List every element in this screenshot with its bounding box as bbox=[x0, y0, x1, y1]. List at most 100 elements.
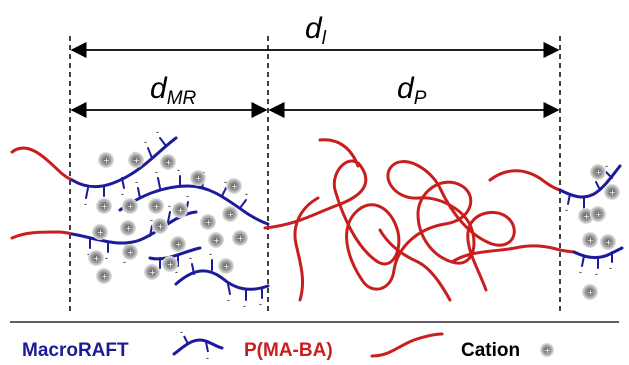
cation-plus-icon: + bbox=[93, 254, 100, 263]
cation-marker bbox=[170, 236, 186, 252]
cation-marker bbox=[582, 232, 598, 248]
legend-cation-symbol: + bbox=[540, 343, 554, 357]
cation-marker bbox=[190, 170, 206, 186]
svg-text:-: - bbox=[186, 191, 189, 201]
svg-text:-: - bbox=[150, 215, 153, 225]
svg-text:-: - bbox=[595, 269, 598, 279]
legend-cation-label: Cation bbox=[461, 340, 520, 361]
pmaba-strand-b bbox=[378, 228, 452, 302]
cation-plus-icon: + bbox=[103, 156, 110, 165]
dmr-label: dMR bbox=[150, 72, 197, 109]
dl-label: dl bbox=[305, 12, 327, 49]
cation-marker bbox=[160, 154, 176, 170]
macroraft-chain-right-bottom bbox=[572, 246, 624, 260]
cation-plus-icon: + bbox=[595, 168, 602, 177]
anion-marks: --- --- --- --- --- --- --- --- - --- --… bbox=[84, 127, 612, 311]
svg-text:-: - bbox=[168, 201, 171, 211]
cation-plus-icon: + bbox=[231, 182, 238, 191]
svg-text:-: - bbox=[177, 165, 180, 175]
cation-marker bbox=[144, 264, 160, 280]
cation-plus-icon: + bbox=[587, 236, 594, 245]
svg-text:-: - bbox=[259, 299, 262, 309]
cation-plus-icon: + bbox=[609, 188, 616, 197]
svg-text:-: - bbox=[123, 257, 126, 267]
cation-marker bbox=[232, 230, 248, 246]
cation-marker bbox=[208, 232, 224, 248]
cation-marker bbox=[96, 268, 112, 284]
cation-marker bbox=[226, 178, 242, 194]
cation-marker bbox=[590, 164, 606, 180]
svg-text:-: - bbox=[227, 295, 230, 305]
cation-marker bbox=[600, 234, 616, 250]
svg-text:-: - bbox=[144, 137, 147, 147]
macroraft-chain-1 bbox=[70, 136, 178, 189]
cation-plus-icon: + bbox=[97, 228, 104, 237]
cation-plus-icon: + bbox=[223, 262, 230, 271]
svg-text:-: - bbox=[565, 205, 568, 215]
cations: + + +++ + + +++++++++++++++ ++++ ++ ++ bbox=[88, 152, 620, 300]
svg-text:-: - bbox=[209, 249, 212, 259]
cation-plus-icon: + bbox=[165, 158, 172, 167]
cation-marker bbox=[200, 214, 216, 230]
svg-text:-: - bbox=[206, 353, 209, 363]
cation-plus-icon: + bbox=[127, 202, 134, 211]
cation-marker bbox=[122, 198, 138, 214]
legend-macroraft-label: MacroRAFT bbox=[22, 340, 129, 361]
cation-plus-icon: + bbox=[195, 174, 202, 183]
cation-plus-icon: + bbox=[205, 218, 212, 227]
cation-marker bbox=[120, 220, 136, 236]
legend-macroraft-symbol: - - bbox=[172, 327, 224, 363]
cation-plus-icon: + bbox=[583, 212, 590, 221]
svg-text:-: - bbox=[180, 327, 183, 337]
cation-plus-icon: + bbox=[587, 288, 594, 297]
legend-pmaba-label: P(MA-BA) bbox=[244, 340, 333, 361]
dp-label: dP bbox=[397, 72, 427, 109]
cation-marker bbox=[148, 198, 164, 214]
cation-marker bbox=[582, 284, 598, 300]
svg-text:-: - bbox=[189, 253, 192, 263]
cation-plus-icon: + bbox=[167, 260, 174, 269]
svg-text:-: - bbox=[135, 177, 138, 187]
macroraft-chain-2 bbox=[118, 184, 270, 226]
cation-plus-icon: + bbox=[237, 234, 244, 243]
pmaba-chains bbox=[10, 138, 576, 302]
macroraft-chain-5 bbox=[174, 269, 270, 291]
svg-text:-: - bbox=[133, 147, 136, 157]
cation-plus-icon: + bbox=[133, 156, 140, 165]
legend-pmaba-symbol bbox=[370, 332, 444, 358]
svg-text:-: - bbox=[156, 127, 159, 137]
cation-marker bbox=[604, 184, 620, 200]
cation-plus-icon: + bbox=[605, 238, 612, 247]
cation-plus-icon: + bbox=[101, 272, 108, 281]
cation-marker bbox=[578, 208, 594, 224]
cation-plus-icon: + bbox=[177, 206, 184, 215]
svg-text:-: - bbox=[609, 263, 612, 273]
svg-text:-: - bbox=[605, 161, 608, 171]
cation-plus-icon: + bbox=[175, 240, 182, 249]
cation-marker bbox=[88, 250, 104, 266]
svg-text:-: - bbox=[155, 167, 158, 177]
cation-marker bbox=[122, 244, 138, 260]
svg-text:-: - bbox=[202, 167, 205, 177]
cation-plus-icon: + bbox=[213, 236, 220, 245]
cation-marker bbox=[152, 218, 168, 234]
svg-text:-: - bbox=[84, 199, 87, 209]
svg-text:-: - bbox=[175, 267, 178, 277]
cation-marker bbox=[590, 206, 606, 222]
pmaba-strand-c bbox=[318, 138, 360, 168]
cation-plus-icon: + bbox=[149, 268, 156, 277]
cation-plus-icon: + bbox=[227, 210, 234, 219]
cation-marker bbox=[98, 152, 114, 168]
cation-marker bbox=[162, 256, 178, 272]
cation-marker bbox=[128, 152, 144, 168]
svg-text:-: - bbox=[579, 267, 582, 277]
pmaba-strand-a bbox=[293, 196, 320, 302]
pmaba-tail-left-top bbox=[10, 146, 74, 182]
svg-text:-: - bbox=[87, 249, 90, 259]
cation-plus-icon: + bbox=[127, 248, 134, 257]
pmaba-coil bbox=[263, 159, 576, 292]
cation-marker bbox=[172, 202, 188, 218]
boundary-lines bbox=[69, 36, 561, 312]
cation-plus-icon: + bbox=[157, 222, 164, 231]
